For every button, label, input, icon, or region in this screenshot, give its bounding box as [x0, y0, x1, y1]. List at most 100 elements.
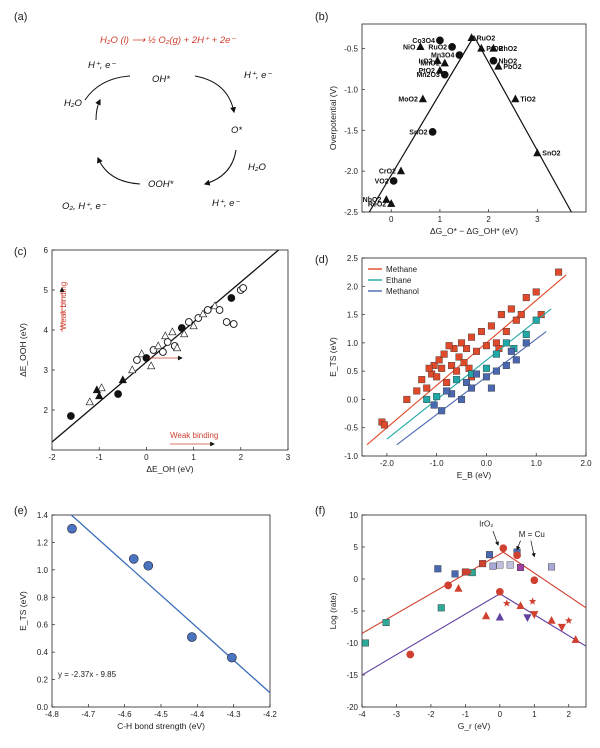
data-point [147, 361, 156, 370]
point-label: SnO2 [409, 129, 427, 136]
y-tick-label: 5 [354, 543, 359, 552]
y-tick-label: 0.6 [37, 621, 49, 630]
data-point [477, 328, 485, 336]
data-point [85, 397, 94, 406]
step-h2o-2: H₂O [248, 162, 266, 173]
data-point [423, 395, 431, 403]
volcano-line [368, 35, 572, 212]
point-label: NbO2 [498, 58, 517, 65]
data-point [227, 294, 236, 302]
legend-label: Methane [386, 265, 418, 274]
point-label: PbO2 [503, 64, 521, 71]
panel-e-label: (e) [14, 505, 27, 517]
fit-line [70, 515, 270, 694]
y-tick-label: -1.0 [344, 85, 358, 94]
data-point [487, 322, 495, 330]
species-oh: OH* [152, 74, 170, 85]
y-tick-label: 1.4 [37, 511, 49, 520]
data-point [489, 562, 497, 570]
y-tick-label: -5 [351, 607, 359, 616]
data-point [455, 353, 463, 361]
y-tick-label: 1.0 [37, 566, 49, 575]
data-point [547, 615, 556, 624]
data-point [203, 306, 212, 314]
data-point [380, 421, 388, 429]
x-tick-label: 0 [144, 453, 149, 462]
legend-label: Methanol [386, 287, 419, 296]
species-ooh: OOH* [148, 179, 174, 190]
y-axis-label: Log (rate) [328, 592, 338, 629]
data-point [506, 561, 514, 569]
x-tick-label: 2 [486, 215, 491, 224]
data-point [154, 341, 163, 350]
x-tick-label: -1 [96, 453, 104, 462]
y-tick-label: 5 [44, 286, 49, 295]
point-label: PtO2 [486, 46, 502, 53]
y-tick-label: 0.2 [37, 676, 49, 685]
data-point [497, 311, 505, 319]
data-point [517, 563, 525, 571]
data-point [133, 356, 141, 364]
y-axis-label: E_TS (eV) [18, 591, 28, 631]
data-point [465, 567, 473, 576]
data-point [451, 570, 459, 578]
x-tick-label: -2 [427, 710, 435, 719]
x-tick-label: 1 [532, 710, 537, 719]
data-point [495, 612, 504, 621]
chart-b: 0 1 2 3 -2.5 -2.0 -1.5 -1.0 -0.5 ΔG_O* − ΔG_OH* (… [328, 23, 587, 236]
point-label: PtO2 [419, 68, 435, 75]
step-proton-2: H⁺, e⁻ [244, 70, 272, 81]
data-point [396, 166, 406, 175]
cycle-arrow-2 [194, 75, 236, 114]
data-point [438, 364, 446, 372]
point-label: VO2 [375, 178, 389, 185]
data-point [530, 611, 539, 619]
data-point [425, 364, 433, 372]
data-point [468, 384, 476, 392]
legend-label: Ethane [386, 276, 412, 285]
arrow-cu-2 [530, 540, 536, 558]
data-point [492, 367, 500, 375]
data-point [418, 376, 426, 384]
data-point [555, 268, 563, 276]
data-point [430, 401, 438, 409]
annotation-iro2: IrO₂ [479, 520, 493, 529]
data-point [403, 395, 411, 403]
data-point [423, 384, 431, 392]
y-tick-label: 3 [44, 366, 49, 375]
y-tick-label: 2.5 [347, 254, 359, 263]
plot-frame [51, 249, 289, 451]
y-tick-label: 10 [349, 511, 358, 520]
data-point [428, 128, 437, 136]
data-point [433, 373, 441, 381]
data-point [92, 385, 101, 394]
data-point [362, 639, 369, 647]
data-point [382, 619, 390, 627]
data-point [137, 349, 146, 358]
data-point [210, 301, 219, 310]
x-tick-label: -4.5 [154, 710, 168, 719]
y-tick-label: 0.0 [37, 703, 49, 712]
data-point [453, 367, 461, 375]
data-point [128, 365, 137, 374]
data-point [143, 560, 154, 571]
panel-f-label: (f) [315, 505, 325, 517]
point-label: RuO2 [428, 44, 447, 51]
volcano-line [362, 593, 586, 676]
data-point [507, 305, 515, 313]
data-point [198, 309, 208, 318]
data-point [440, 58, 449, 67]
data-point [487, 384, 495, 392]
data-point [177, 324, 186, 332]
x-tick-label: 1 [438, 215, 443, 224]
data-point [97, 383, 106, 392]
data-point [513, 551, 521, 560]
data-point [172, 343, 182, 352]
y-tick-label: 6 [44, 246, 49, 255]
data-point [433, 56, 442, 64]
y-axis-label: ΔE_OOH (eV) [18, 323, 28, 377]
point-label: NiO [403, 44, 416, 51]
y-tick-label: 1.5 [347, 311, 359, 320]
data-point [472, 347, 480, 355]
data-point [435, 356, 443, 364]
